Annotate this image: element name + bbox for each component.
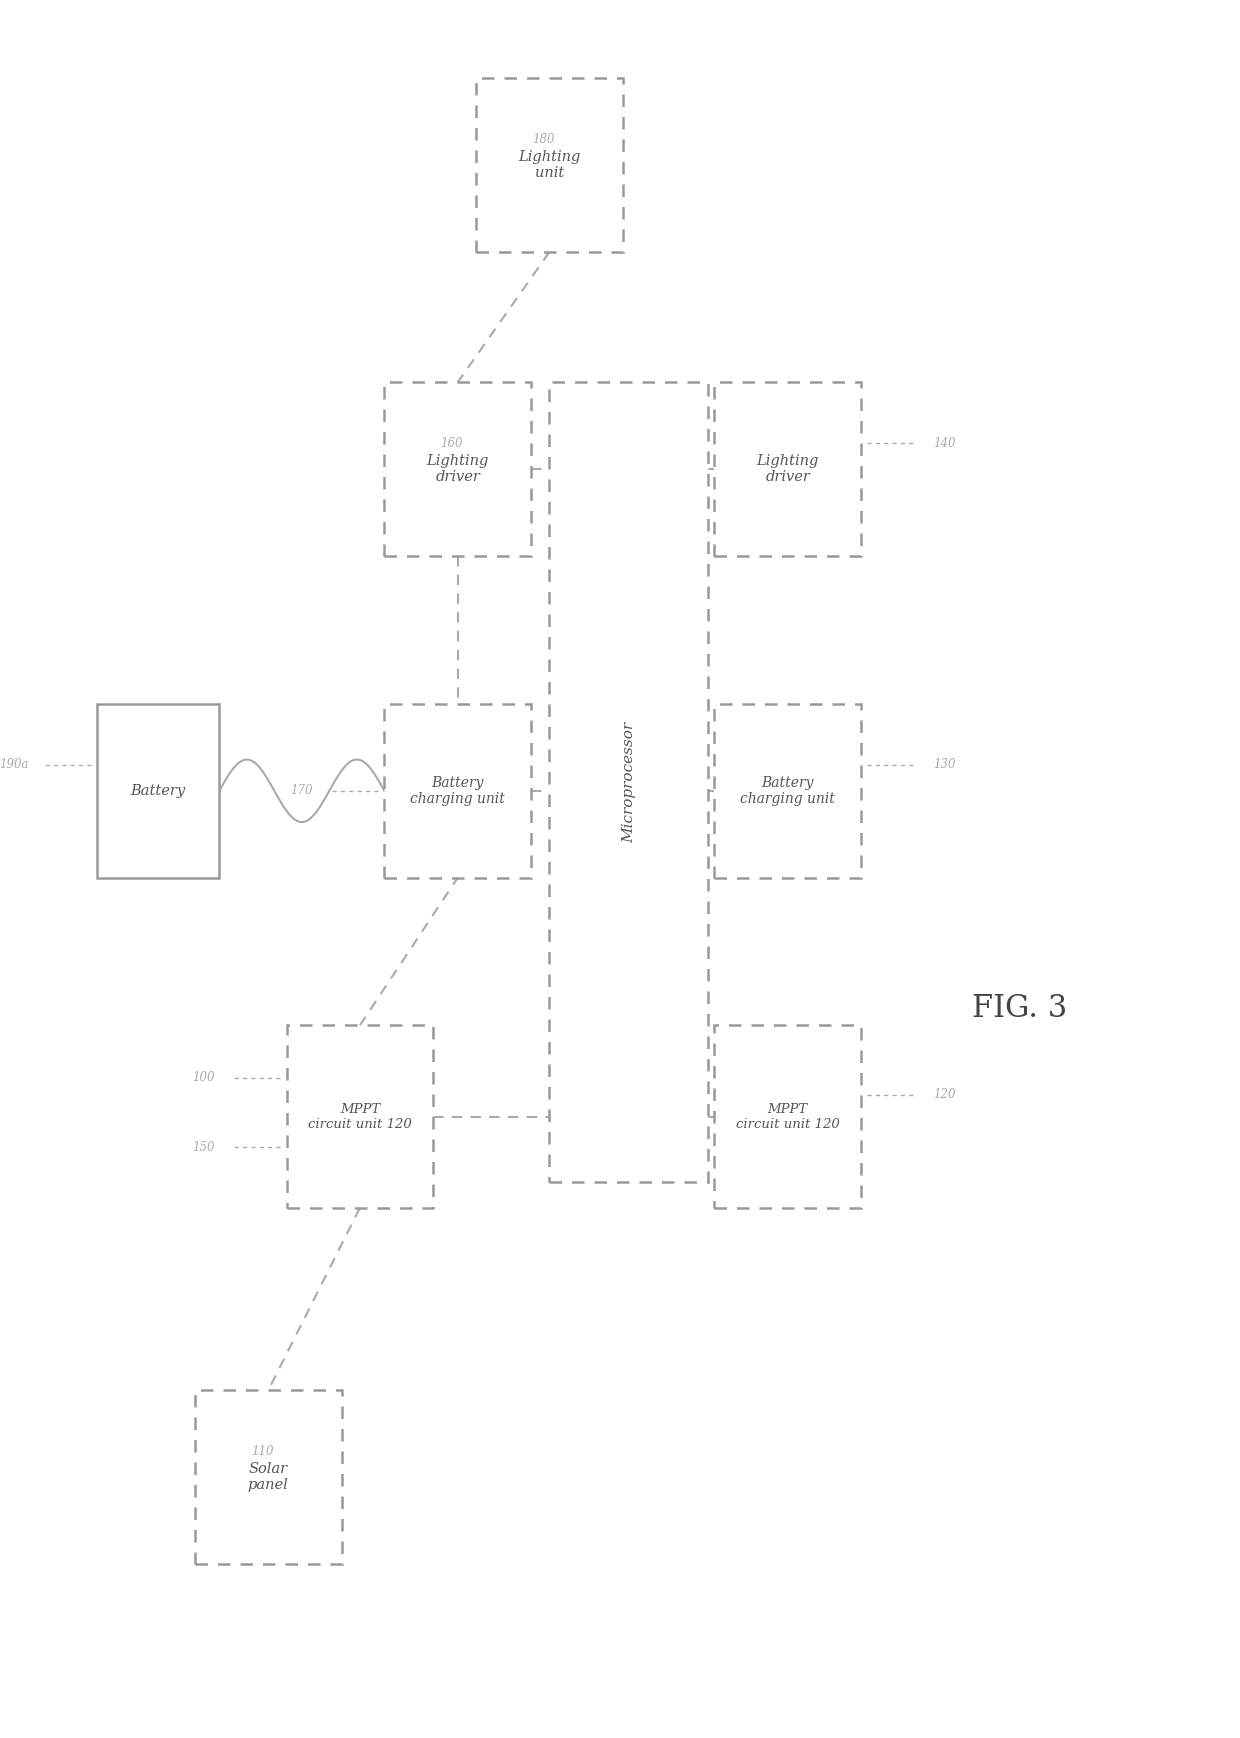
Bar [97,704,219,878]
Bar [195,1390,341,1564]
Bar [476,78,622,252]
Text: 140: 140 [932,436,956,450]
Text: 160: 160 [440,436,463,450]
Text: MPPT
circuit unit 120: MPPT circuit unit 120 [735,1102,839,1131]
Text: 150: 150 [192,1140,215,1154]
Text: Battery
charging unit: Battery charging unit [410,775,505,806]
Text: MPPT
circuit unit 120: MPPT circuit unit 120 [308,1102,412,1131]
Bar [714,704,861,878]
Text: Battery: Battery [130,784,186,798]
Bar [714,382,861,556]
Bar [549,382,708,1182]
Text: Solar
panel: Solar panel [248,1462,289,1493]
Text: 120: 120 [932,1088,956,1102]
Bar [384,382,531,556]
Bar [384,704,531,878]
Bar [286,1025,433,1208]
Text: 180: 180 [532,132,554,146]
Text: Microprocessor: Microprocessor [621,721,636,843]
Text: Lighting
driver: Lighting driver [756,454,818,485]
Text: 170: 170 [290,784,312,798]
Text: 100: 100 [192,1071,215,1085]
Text: Battery
charging unit: Battery charging unit [740,775,836,806]
Text: Lighting
unit: Lighting unit [518,149,580,181]
Text: Lighting
driver: Lighting driver [427,454,489,485]
Text: 190a: 190a [0,758,29,772]
Bar [714,1025,861,1208]
Text: 130: 130 [932,758,956,772]
Text: FIG. 3: FIG. 3 [972,992,1068,1024]
Text: 110: 110 [250,1444,273,1458]
